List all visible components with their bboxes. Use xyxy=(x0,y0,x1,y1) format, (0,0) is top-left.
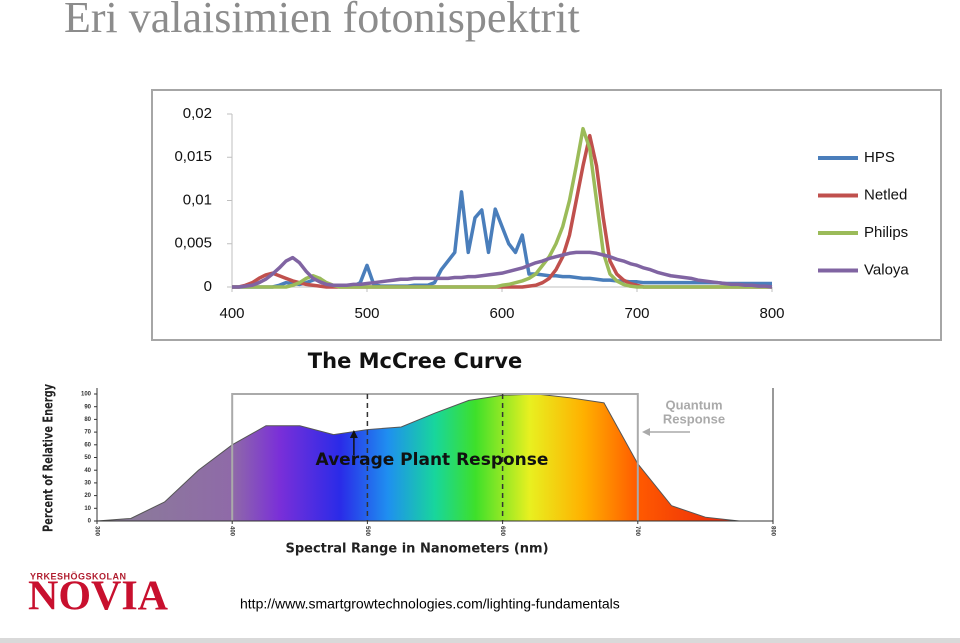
legend-label: Netled xyxy=(864,186,907,203)
y-tick-label: 80 xyxy=(84,417,91,423)
x-tick-label: 600 xyxy=(499,526,505,537)
x-tick-label: 300 xyxy=(93,526,99,537)
x-axis-label: Spectral Range in Nanometers (nm) xyxy=(285,542,548,557)
y-tick-label: 0 xyxy=(204,278,212,295)
y-tick-label: 0 xyxy=(88,519,92,525)
x-tick-label: 400 xyxy=(219,305,244,322)
y-tick-label: 0,015 xyxy=(174,148,212,165)
response-area xyxy=(96,393,773,522)
series-line xyxy=(232,126,772,289)
y-tick-label: 40 xyxy=(84,468,91,474)
footer-band xyxy=(0,638,960,643)
legend-label: Philips xyxy=(864,224,908,241)
logo-line1: YRKESHÖGSKOLAN xyxy=(30,571,127,581)
x-tick-label: 700 xyxy=(634,526,640,537)
x-tick-label: 800 xyxy=(759,305,784,322)
y-tick-label: 60 xyxy=(84,442,91,448)
annotation: Average Plant Response xyxy=(316,450,549,470)
source-url: http://www.smartgrowtechnologies.com/lig… xyxy=(240,596,620,612)
x-tick-label: 700 xyxy=(624,305,649,322)
y-tick-label: 0,005 xyxy=(174,235,212,252)
x-tick-label: 600 xyxy=(489,305,514,322)
series-line xyxy=(232,250,773,289)
y-tick-label: 90 xyxy=(84,404,91,410)
y-tick-label: 0,01 xyxy=(183,191,212,208)
annotation: Quantum xyxy=(665,397,722,412)
y-tick-label: 100 xyxy=(81,392,92,398)
y-tick-label: 10 xyxy=(84,506,91,512)
y-tick-label: 50 xyxy=(84,455,91,461)
y-tick-label: 20 xyxy=(84,493,91,499)
mccree-chart: The McCree Curve Percent of Relative Ener… xyxy=(42,349,776,557)
logo-line2: NOVIA xyxy=(28,574,169,620)
annotation-arrowhead xyxy=(642,428,650,436)
x-tick-label: 400 xyxy=(229,526,235,537)
quantum-line xyxy=(231,393,639,521)
chart-title: The McCree Curve xyxy=(308,349,522,373)
slide-title: Eri valaisimien fotonispektrit xyxy=(64,0,580,42)
y-tick-label: 30 xyxy=(84,480,91,486)
chart-frame xyxy=(151,89,942,341)
y-tick-label: 70 xyxy=(84,430,91,436)
annotation-arrowhead xyxy=(349,430,358,438)
x-tick-label: 500 xyxy=(364,526,370,537)
annotation: Response xyxy=(663,411,725,426)
y-axis-label: Percent of Relative Energy xyxy=(42,384,57,532)
legend-label: HPS xyxy=(864,149,895,166)
legend-label: Valoya xyxy=(864,261,909,278)
x-tick-label: 800 xyxy=(769,526,775,537)
x-tick-label: 500 xyxy=(354,305,379,322)
spectrum-chart: 0 0,005 0,01 0,015 0,02 400 500 600 700 800 HPS Net… xyxy=(174,105,909,322)
y-tick-label: 0,02 xyxy=(183,105,212,122)
